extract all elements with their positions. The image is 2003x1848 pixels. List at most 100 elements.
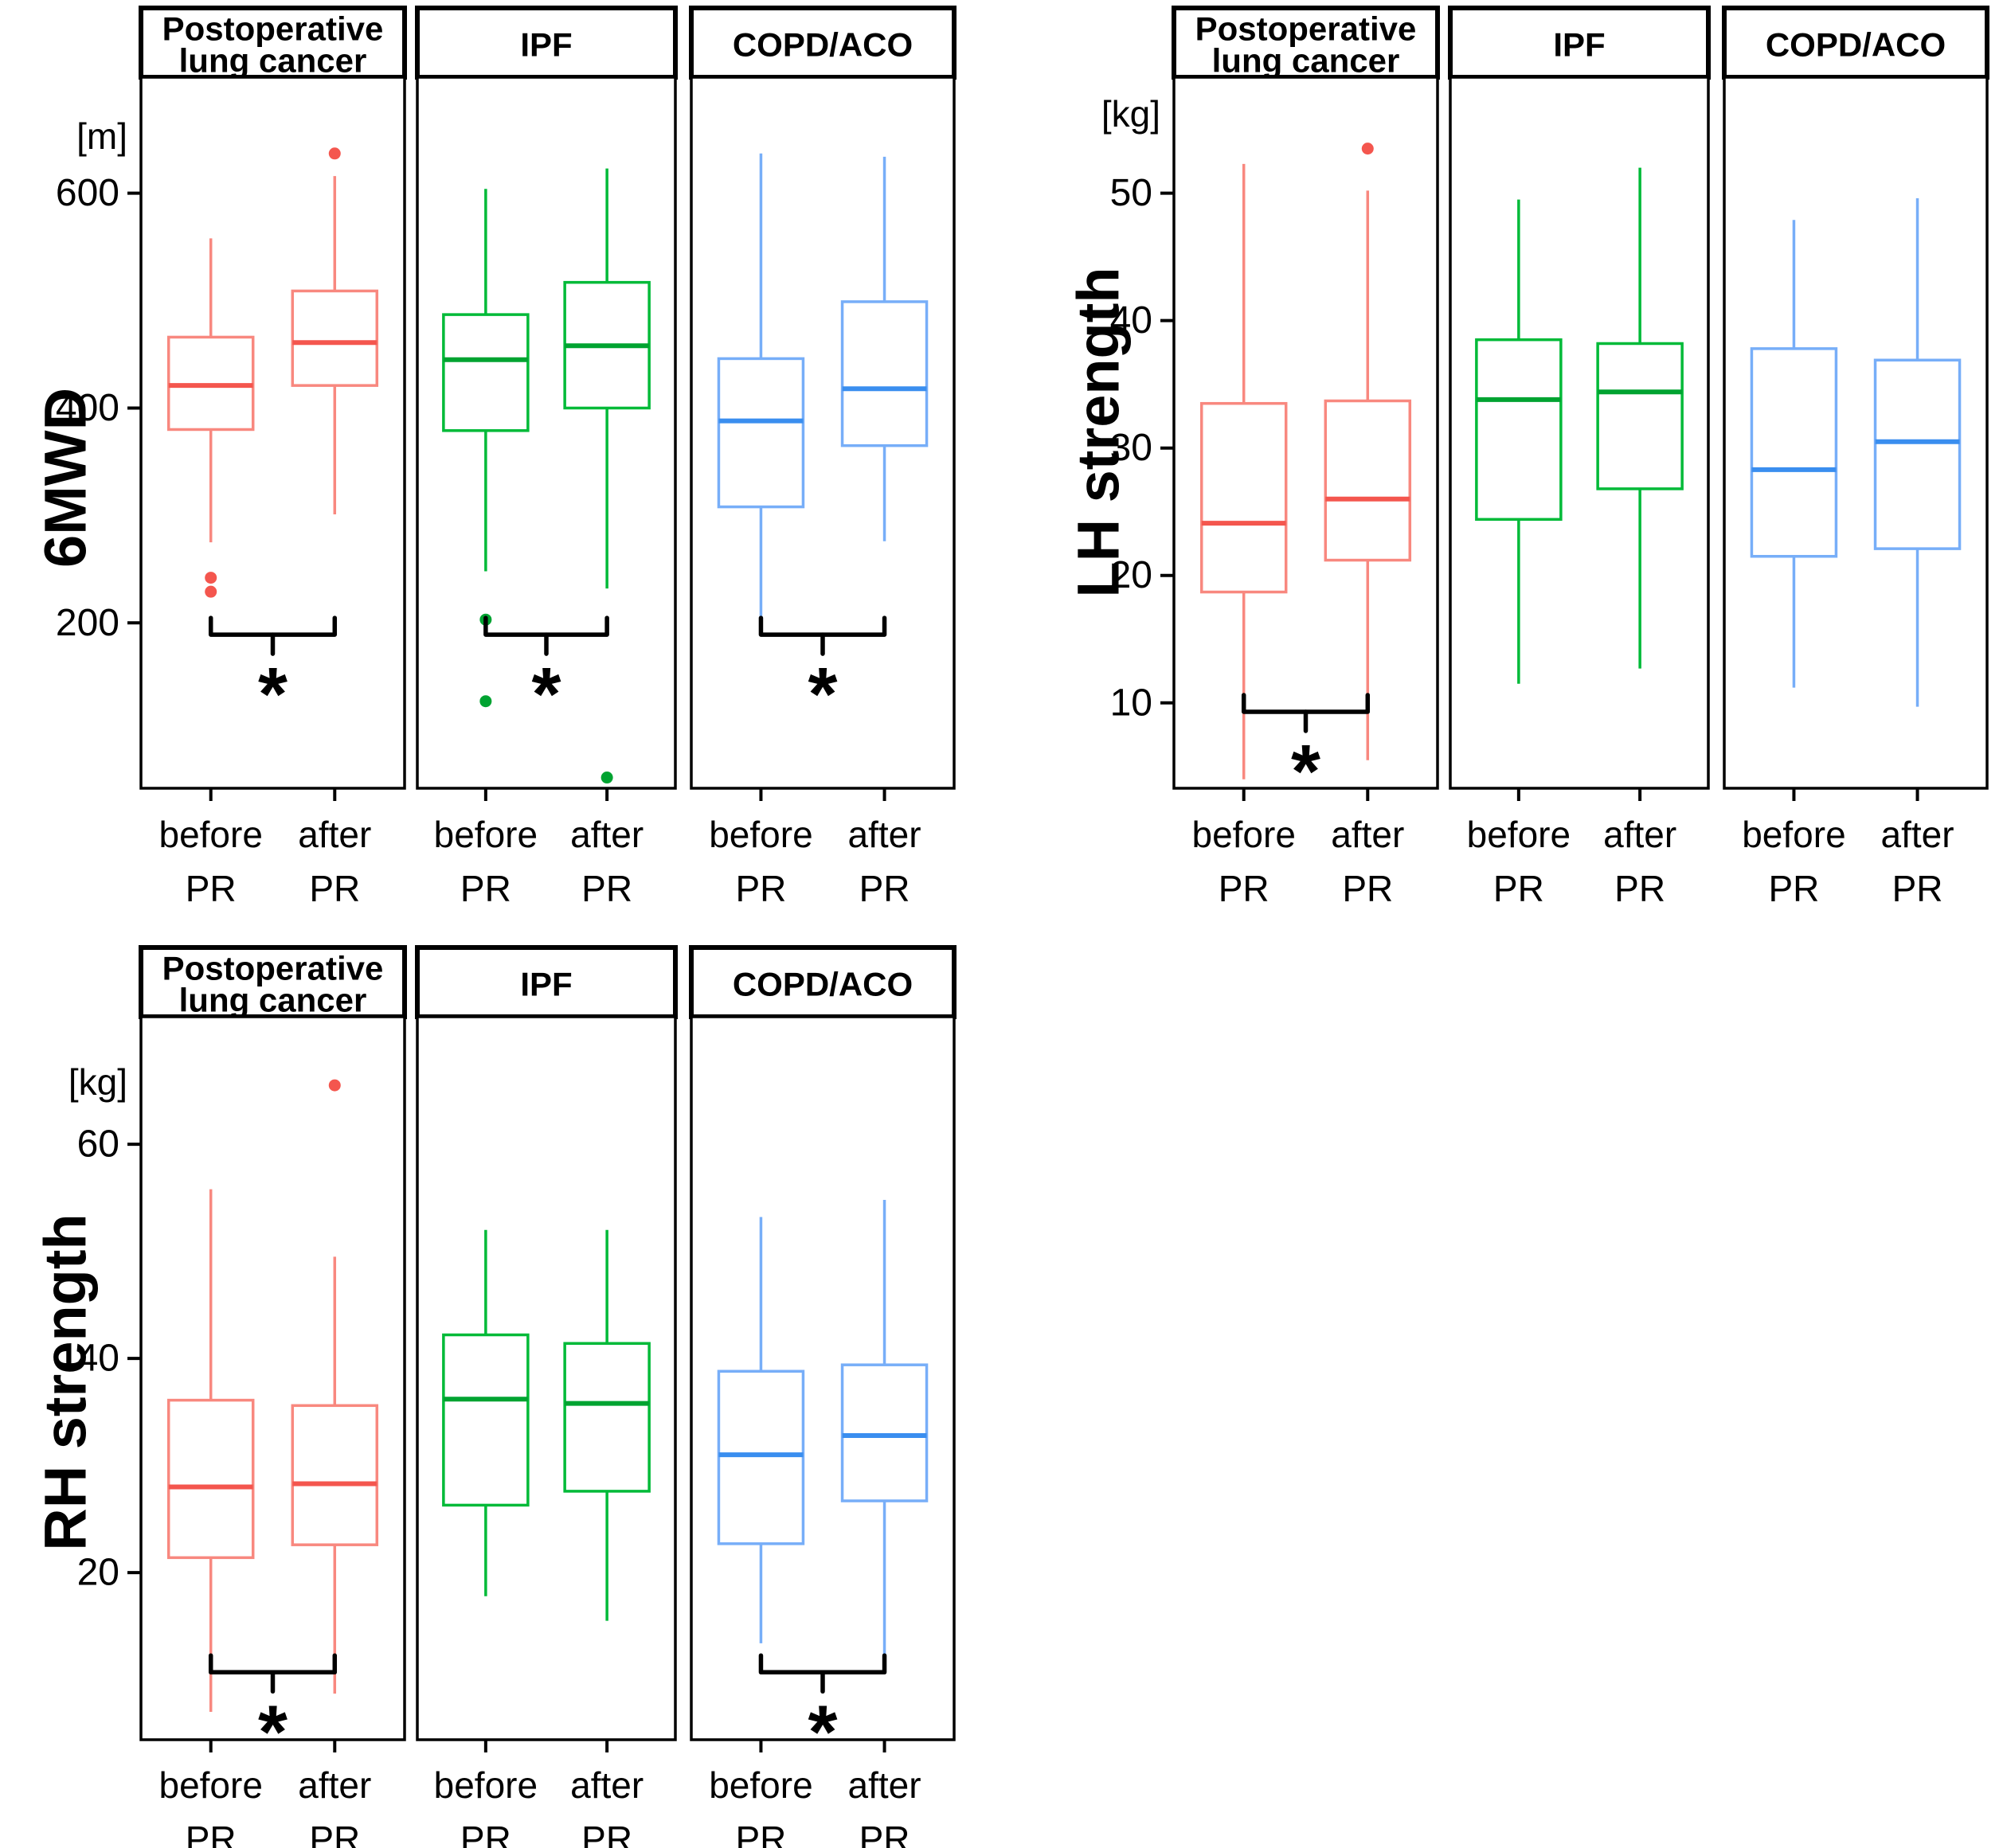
- iqr-box: [291, 289, 379, 387]
- facet-strip-label: IPF: [520, 966, 572, 1003]
- x-tick-label: PR: [735, 1819, 786, 1848]
- facet-copd-aco: COPD/ACO before PR after PR: [1722, 6, 1989, 909]
- iqr-box: [442, 1333, 530, 1507]
- outlier-dot: [205, 585, 217, 598]
- iqr-box: [840, 1363, 929, 1502]
- x-tick-label: before: [709, 814, 812, 855]
- significance-asterisk: *: [808, 652, 838, 736]
- facet-strip-label: Postoperative: [1195, 10, 1417, 48]
- box-after-pr: [840, 156, 929, 541]
- iqr-box: [1199, 401, 1288, 594]
- x-tick-label: before: [1191, 814, 1295, 855]
- iqr-box: [166, 1398, 255, 1560]
- facet-plot-border: [690, 1015, 956, 1741]
- box-before-pr: [717, 1217, 805, 1643]
- x-tick-label: after: [298, 814, 371, 855]
- iqr-box: [717, 357, 805, 509]
- panel-rh-strength: RH strength [kg] 20 40 60 Postoperative lung c…: [0, 940, 1003, 1848]
- y-axis-title: LH strength: [1066, 267, 1132, 597]
- x-tick-label: after: [848, 814, 921, 855]
- iqr-box: [1475, 338, 1563, 522]
- y-tick-label: 50: [1110, 172, 1152, 214]
- x-tick-label: before: [1742, 814, 1845, 855]
- x-tick-label: PR: [581, 1819, 632, 1848]
- facet-strip: [689, 6, 957, 80]
- significance-asterisk: *: [1291, 729, 1320, 814]
- facet-plot-border: [139, 76, 406, 790]
- significance-asterisk: *: [532, 652, 561, 736]
- facet-strip: [689, 945, 957, 1019]
- y-tick-label: 40: [77, 1338, 119, 1380]
- facet-ipf: IPF before PR after PR *: [415, 6, 678, 909]
- x-tick-label: PR: [1219, 868, 1269, 909]
- x-tick-label: after: [570, 814, 644, 855]
- y-axis-title: 6MWD: [33, 388, 99, 568]
- facet-strip-label: Postoperative: [162, 950, 384, 987]
- x-tick-label: PR: [1493, 868, 1544, 909]
- facet-strip-label: COPD/ACO: [733, 966, 913, 1003]
- box-before-pr: [1475, 199, 1563, 684]
- facet-ipf: IPF before PR after PR: [1448, 6, 1711, 909]
- facet-copd-aco: COPD/ACO before PR after PR *: [689, 6, 957, 909]
- x-tick-label: PR: [1768, 868, 1819, 909]
- outlier-dot: [1361, 143, 1374, 155]
- x-tick-label: PR: [859, 868, 910, 909]
- x-tick-label: PR: [460, 1819, 511, 1848]
- facet-strip: [1172, 6, 1440, 80]
- significance-asterisk: *: [258, 652, 288, 736]
- x-tick-label: PR: [1892, 868, 1943, 909]
- x-tick-label: before: [1467, 814, 1571, 855]
- facet-strip-label: IPF: [520, 26, 572, 64]
- x-tick-label: before: [709, 1764, 812, 1806]
- y-tick-label: 60: [77, 1123, 119, 1166]
- outlier-dot: [205, 572, 217, 584]
- x-tick-label: after: [848, 1764, 921, 1806]
- iqr-box: [1873, 358, 1962, 550]
- facet-copd-aco: COPD/ACO before PR after PR *: [689, 945, 957, 1848]
- y-tick-label: 20: [77, 1552, 119, 1594]
- x-tick-label: PR: [859, 1819, 910, 1848]
- facet-ipf: IPF before PR after PR: [415, 945, 678, 1848]
- iqr-box: [291, 1404, 379, 1546]
- panel-6mwd: 6MWD [m] 200 400 600 Postoperative lung cancer…: [0, 0, 1003, 936]
- facet-strip: [415, 6, 678, 80]
- iqr-box: [563, 1342, 651, 1493]
- box-before-pr: [442, 1229, 530, 1596]
- facet-plot-border: [690, 76, 956, 790]
- outlier-dot: [328, 147, 341, 160]
- x-tick-label: PR: [186, 868, 237, 909]
- box-before-pr: [717, 153, 805, 620]
- boxplot-svg-lh-strength: LH strength [kg] 10 20 30 40 50 Postoperativelu…: [1066, 6, 1989, 909]
- y-axis-unit-label: [m]: [76, 115, 127, 157]
- facet-plot-border: [1723, 76, 1989, 790]
- y-tick-label: 400: [56, 387, 119, 429]
- facet-strip-label: COPD/ACO: [733, 26, 913, 64]
- box-after-pr: [1873, 198, 1962, 707]
- facet-plot-border: [1449, 76, 1710, 790]
- x-tick-label: PR: [735, 868, 786, 909]
- x-tick-label: PR: [460, 868, 511, 909]
- box-before-pr: [442, 189, 530, 708]
- significance-asterisk: *: [808, 1690, 838, 1774]
- outlier-dot: [479, 695, 492, 708]
- x-tick-label: PR: [186, 1819, 237, 1848]
- x-tick-label: after: [570, 1764, 644, 1806]
- y-tick-label: 600: [56, 172, 119, 214]
- panel-lh-strength: LH strength [kg] 10 20 30 40 50 Postoperative lu…: [1033, 0, 2003, 936]
- x-tick-label: before: [434, 814, 538, 855]
- box-after-pr: [563, 168, 651, 784]
- box-after-pr: [1324, 143, 1412, 760]
- box-after-pr: [563, 1229, 651, 1621]
- facet-strip: [139, 945, 407, 1019]
- x-tick-label: PR: [1614, 868, 1665, 909]
- facet-strip-label: lung cancer: [1212, 42, 1400, 80]
- y-tick-label: 30: [1110, 427, 1152, 469]
- y-tick-label: 10: [1110, 682, 1152, 724]
- x-tick-label: PR: [309, 868, 360, 909]
- x-tick-label: after: [1881, 814, 1954, 855]
- y-axis-unit-label: [kg]: [1101, 93, 1160, 135]
